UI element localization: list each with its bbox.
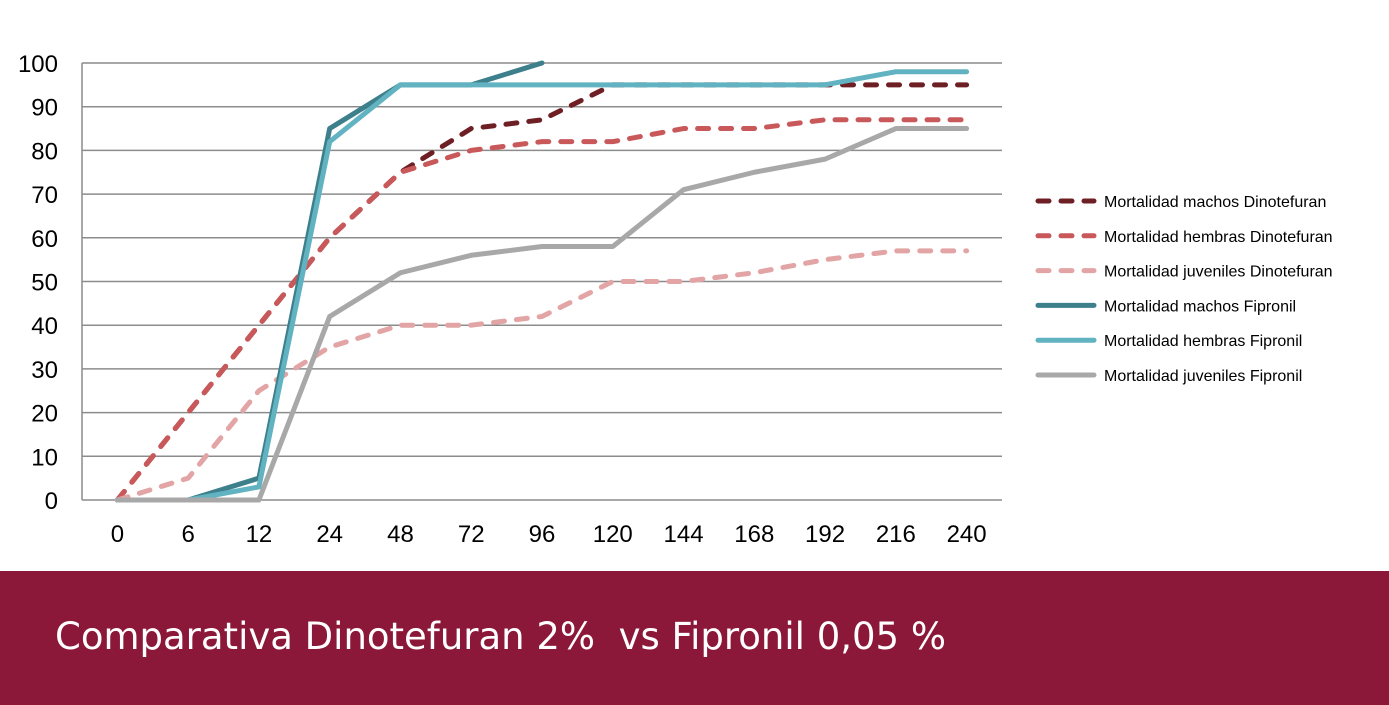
x-tick-label: 168 [734,521,774,548]
title-banner [0,571,1389,705]
x-tick-label: 12 [246,521,273,548]
series-line-2 [114,248,970,503]
line-chart: 0 10 20 30 40 50 60 70 80 90 100 0 6 12 24 48 72 96 120 144… [18,51,1333,548]
legend-label: Mortalidad machos Dinotefuran [1104,194,1326,211]
legend-label: Mortalidad hembras Dinotefuran [1104,229,1333,246]
y-tick-label: 100 [18,51,58,78]
legend-label: Mortalidad juveniles Fipronil [1104,368,1302,385]
x-tick-label: 48 [387,521,414,548]
y-tick-label: 90 [31,95,58,122]
y-tick-label: 60 [31,226,58,253]
x-tick-label: 240 [947,521,987,548]
x-tick-label: 24 [316,521,343,548]
x-tick-label: 192 [805,521,845,548]
y-tick-label: 50 [31,270,58,297]
x-tick-label: 120 [593,521,633,548]
series-line-0 [114,82,970,503]
series-line-5 [114,126,970,503]
y-tick-label: 70 [31,182,58,209]
series-line-4 [114,69,970,503]
slide-title: Comparativa Dinotefuran 2% vs Fipronil 0… [55,615,946,658]
legend-label: Mortalidad juveniles Dinotefuran [1104,264,1333,281]
x-tick-label: 216 [876,521,916,548]
x-tick-label: 72 [458,521,485,548]
y-tick-label: 80 [31,138,58,165]
y-tick-label: 10 [31,444,58,471]
x-tick-label: 96 [529,521,556,548]
legend-label: Mortalidad machos Fipronil [1104,298,1296,315]
x-tick-label: 0 [111,521,124,548]
x-tick-label: 6 [181,521,194,548]
legend-label: Mortalidad hembras Fipronil [1104,333,1302,350]
x-tick-label: 144 [664,521,704,548]
y-tick-label: 0 [45,488,58,515]
y-tick-label: 30 [31,357,58,384]
series-line-1 [114,117,970,503]
y-tick-label: 40 [31,313,58,340]
y-tick-label: 20 [31,401,58,428]
